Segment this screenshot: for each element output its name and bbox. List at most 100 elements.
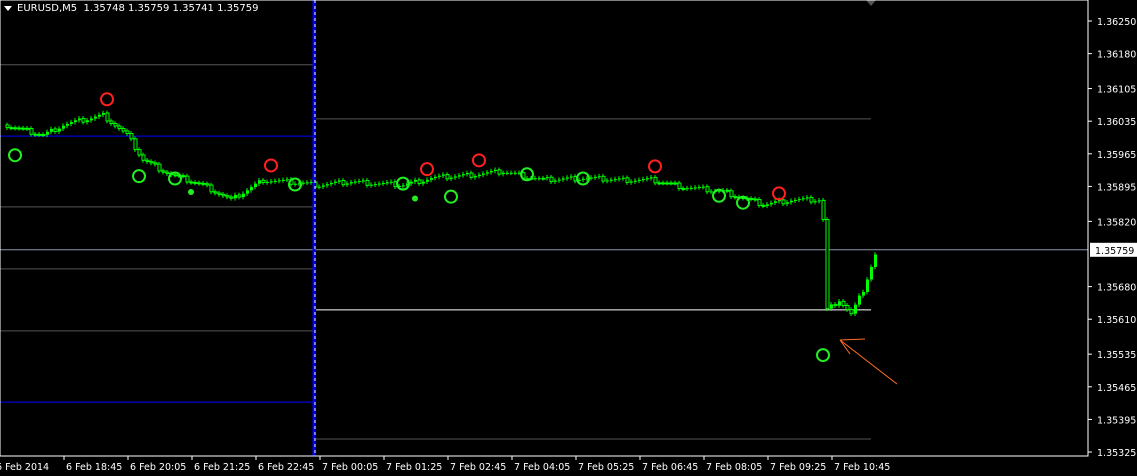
candle-body [806,197,809,199]
price-axis[interactable]: 1.36250 1.36180 1.36105 1.36035 1.35965 1.358… [1088,17,1137,459]
candle-body [478,174,481,177]
sell-signal-circle[interactable] [772,186,786,201]
candle-body [129,132,134,140]
candle-body [622,177,625,179]
buy-signal-circle[interactable] [8,148,22,163]
candle-body [770,202,773,205]
candle-body [161,170,166,173]
candle-body [225,195,230,198]
plot-frame [0,0,1089,457]
candle-body [618,178,621,180]
buy-signal-circle[interactable] [132,169,146,184]
candle-body [205,183,210,186]
candle-body [165,171,170,174]
arrow-head-line [839,339,851,355]
candle-body [378,183,381,185]
candle-body [657,182,662,185]
symbol-label: EURUSD,M5 [17,3,78,14]
sell-signal-circle[interactable] [100,92,114,107]
candle-body [234,194,237,199]
candle-body [830,304,833,309]
time-axis[interactable]: 6 Feb 2014 6 Feb 18:45 6 Feb 20:05 6 Feb 21… [0,456,890,473]
candle-body [733,196,738,199]
candle-body [282,179,285,181]
candle-body [814,201,817,203]
candle-body [46,131,49,135]
dropdown-triangle-icon[interactable] [4,5,12,11]
candle-body [766,204,769,206]
candle-body [338,180,341,182]
candle-body [350,182,353,184]
time-tick-label: 7 Feb 06:45 [642,462,698,473]
candle-body [665,182,670,185]
sell-signal-circle[interactable] [648,159,662,174]
candle-body [193,181,198,184]
candle-body [334,181,337,183]
buy-signal-circle[interactable] [520,167,534,182]
arrow-head-line [839,338,866,341]
candle-body [514,172,517,174]
candle-body [802,198,805,200]
candle-body [74,120,77,123]
time-tick-label: 6 Feb 20:05 [130,462,186,473]
price-tick-label: 1.35820 [1097,217,1136,228]
buy-signal-circle[interactable] [168,171,182,186]
candle-body [341,179,346,186]
candle-body [318,186,321,188]
candle-body [825,219,830,310]
buy-signal-circle[interactable] [444,189,458,204]
candle-body [354,181,357,183]
candle-body [838,301,841,306]
shift-marker-icon[interactable] [866,0,876,6]
candle-body [310,181,313,183]
candle-body [445,174,450,180]
candle-body [534,178,537,180]
candle-body [365,179,370,186]
time-tick-label: 7 Feb 02:45 [450,462,506,473]
candle-body [229,196,234,199]
buy-signal-circle[interactable] [816,348,830,363]
candle-body [25,127,30,130]
candle-body [362,180,365,182]
candle-body [173,174,178,177]
candle-body [554,180,557,182]
candle-body [866,279,869,292]
buy-signal-circle[interactable] [396,176,410,191]
candle-body [133,138,138,151]
candle-body [422,181,425,184]
candle-body [266,181,269,183]
candle-body [578,179,581,181]
candle-body [518,172,521,174]
buy-signal-circle[interactable] [288,177,302,192]
candle-body [562,178,565,180]
buy-signal-circle[interactable] [576,171,590,186]
candle-body [414,179,417,182]
buy-signal-circle[interactable] [712,188,726,203]
time-tick-label: 6 Feb 22:45 [258,462,314,473]
sell-signal-circle[interactable] [420,162,434,177]
candle-body [58,128,61,132]
candle-body [286,179,289,181]
candle-body [330,182,333,185]
arrow-line[interactable] [839,339,898,385]
sell-signal-circle[interactable] [264,158,278,173]
candle-body [254,183,257,187]
candle-body [705,186,710,193]
candle-body [650,177,653,179]
price-tick-label: 1.36250 [1097,17,1136,28]
candle-body [601,175,606,182]
candle-body [502,172,505,175]
candle-body [270,181,273,183]
candle-body [181,175,186,178]
sell-signal-circle[interactable] [472,153,486,168]
buy-signal-circle[interactable] [736,195,750,210]
candle-body [117,125,122,129]
candle-body [102,113,105,115]
candle-body [81,117,86,123]
candle-body [94,116,97,119]
candle-body [833,303,838,307]
candle-body [546,177,549,179]
candle-body [125,130,130,134]
